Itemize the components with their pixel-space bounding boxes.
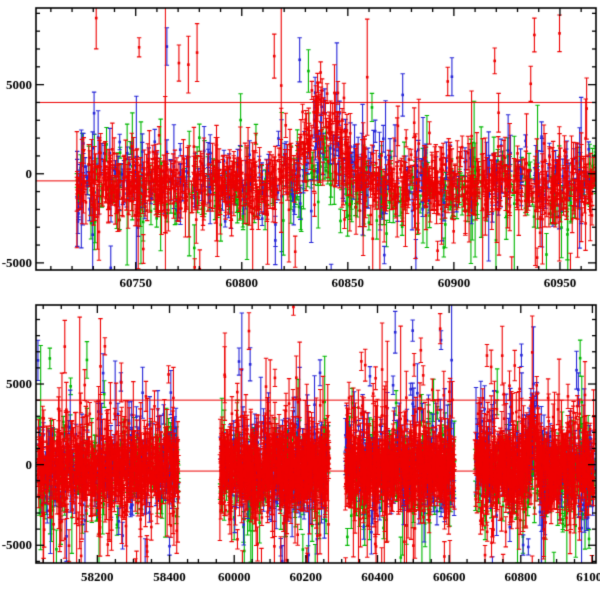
top-panel-chart [0, 0, 600, 300]
bottom-panel-chart [0, 300, 600, 600]
